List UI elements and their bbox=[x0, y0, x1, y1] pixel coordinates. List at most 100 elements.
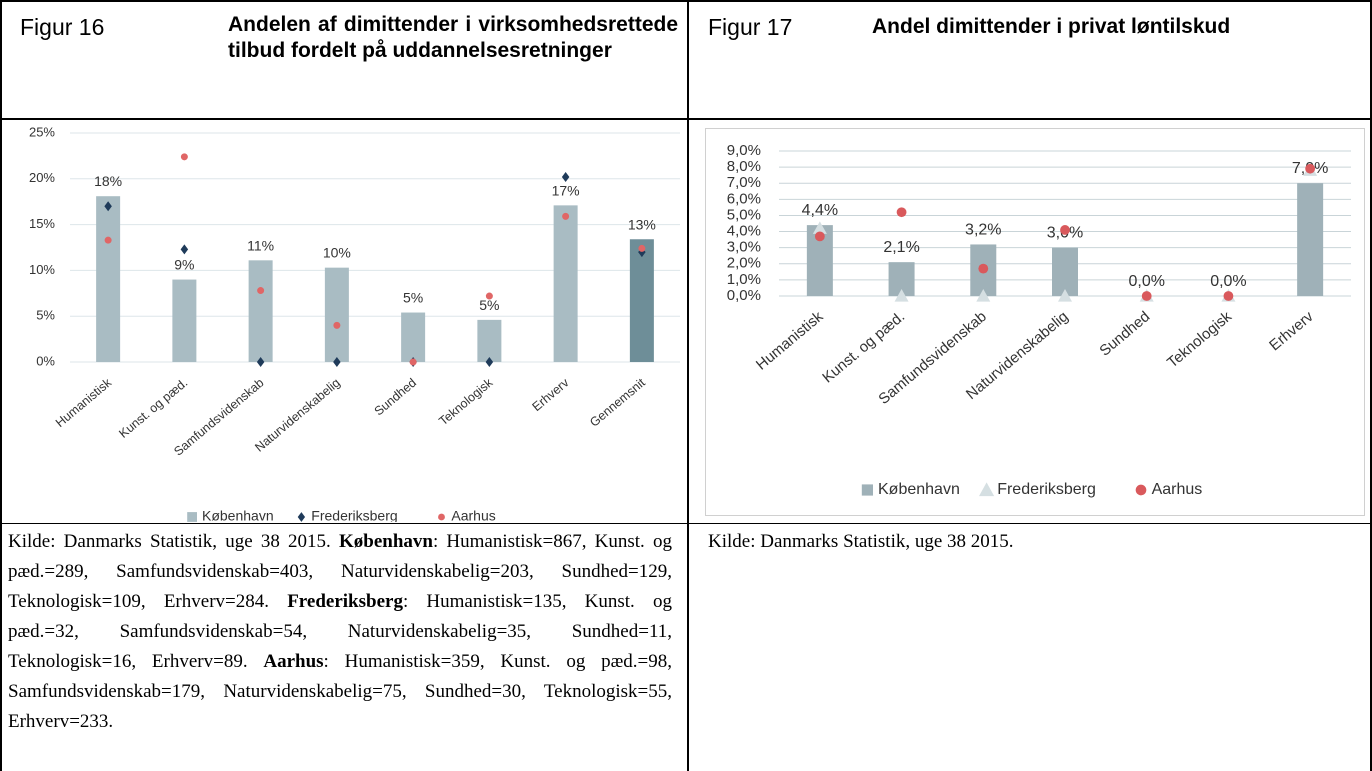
x-tick-label: Teknologisk bbox=[1164, 308, 1235, 372]
data-label: 2,1% bbox=[883, 239, 919, 256]
figure-label: Figur 16 bbox=[20, 14, 105, 40]
point bbox=[180, 153, 188, 161]
bar bbox=[553, 205, 578, 362]
point bbox=[812, 221, 827, 234]
point bbox=[485, 357, 494, 367]
y-tick-label: 1,0% bbox=[727, 271, 761, 288]
legend-label: Frederiksberg bbox=[997, 481, 1096, 498]
y-tick-label: 9,0% bbox=[727, 142, 761, 159]
legend-swatch bbox=[979, 482, 995, 497]
point bbox=[1060, 225, 1070, 235]
bar bbox=[1052, 247, 1078, 296]
border bbox=[0, 0, 2, 771]
border bbox=[0, 118, 1372, 120]
point bbox=[256, 357, 265, 367]
point bbox=[180, 244, 189, 255]
point bbox=[978, 263, 989, 274]
bar bbox=[401, 312, 426, 362]
point bbox=[1058, 289, 1072, 302]
y-tick-label: 20% bbox=[29, 170, 55, 185]
legend-label: København bbox=[878, 481, 960, 498]
point bbox=[104, 236, 112, 244]
point bbox=[104, 201, 112, 212]
border bbox=[687, 0, 689, 771]
point bbox=[976, 289, 991, 302]
bar bbox=[248, 260, 273, 362]
x-tick-label: Humanistisk bbox=[53, 375, 115, 430]
x-tick-label: Kunst. og pæd. bbox=[116, 376, 190, 441]
figure-label: Figur 17 bbox=[708, 14, 793, 40]
y-tick-label: 4,0% bbox=[727, 223, 761, 240]
legend-swatch bbox=[187, 512, 197, 522]
source-text: : Humanistisk=867, Kunst. og pæd.=289, S… bbox=[8, 531, 672, 612]
data-label: 13% bbox=[628, 216, 656, 232]
data-label: 0,0% bbox=[1128, 273, 1164, 290]
border bbox=[0, 0, 1372, 2]
point bbox=[561, 171, 570, 182]
chart: 0,0% 1,0%2,0%3,0%4,0%5,0%6,0%7,0%8,0%9,0%… bbox=[727, 142, 1351, 498]
bar bbox=[629, 239, 654, 362]
y-tick-label: 3,0% bbox=[727, 239, 761, 256]
x-tick-label: Erhverv bbox=[530, 375, 573, 414]
point bbox=[814, 231, 825, 242]
chart-frame bbox=[705, 128, 1365, 516]
point bbox=[485, 292, 493, 300]
y-tick-label: 0% bbox=[36, 353, 55, 368]
bar bbox=[477, 319, 502, 362]
data-label: 10% bbox=[323, 245, 351, 261]
y-tick-label: 2,0% bbox=[727, 255, 761, 272]
y-tick-label: 7,0% bbox=[727, 174, 761, 191]
legend-swatch bbox=[1135, 484, 1147, 496]
data-label: 17% bbox=[552, 182, 580, 198]
x-tick-label: Erhverv bbox=[1266, 308, 1317, 355]
bar bbox=[172, 279, 197, 362]
source-note: Kilde: Danmarks Statistik, uge 38 2015. bbox=[708, 527, 1358, 557]
x-tick-label: Sundhed bbox=[372, 376, 419, 419]
y-tick-label: 8,0% bbox=[727, 158, 761, 175]
y-tick-label: 15% bbox=[29, 216, 55, 231]
y-tick-label: 5,0% bbox=[727, 206, 761, 223]
point bbox=[896, 207, 907, 218]
figure-title: Andel dimittender i privat løntilskud bbox=[872, 15, 1231, 38]
point bbox=[1223, 291, 1234, 301]
y-tick-label: 10% bbox=[29, 262, 55, 277]
x-tick-label: Kunst. og pæd. bbox=[819, 308, 908, 386]
point bbox=[333, 321, 341, 329]
point bbox=[562, 212, 570, 220]
point bbox=[409, 358, 417, 366]
legend-label: Aarhus bbox=[451, 508, 495, 522]
bar bbox=[324, 267, 349, 362]
bar bbox=[1297, 183, 1324, 296]
source-text: Aarhus bbox=[263, 651, 324, 672]
legend-swatch bbox=[297, 512, 306, 522]
source-text: København bbox=[338, 531, 433, 552]
legend-label: Aarhus bbox=[1152, 481, 1203, 498]
chart: 0% 5% 10% 15% 20% 25% Humanistisk Kunst. og pæd… bbox=[29, 124, 680, 522]
x-tick-label: Sundhed bbox=[1096, 308, 1153, 360]
point bbox=[894, 289, 909, 302]
point bbox=[1305, 163, 1316, 174]
data-label: 3,2% bbox=[965, 221, 1001, 238]
source-text: Kilde: Danmarks Statistik, uge 38 2015. bbox=[708, 531, 1014, 552]
data-label: 4,4% bbox=[802, 202, 838, 219]
border bbox=[0, 523, 1372, 524]
source-text: Kilde: Danmarks Statistik, uge 38 2015. bbox=[8, 531, 339, 552]
point bbox=[333, 357, 341, 367]
data-label: 18% bbox=[94, 173, 122, 189]
source-text: : Humanistisk=135, Kunst. og pæd.=32, Sa… bbox=[8, 591, 672, 672]
source-note: Kilde: Danmarks Statistik, uge 38 2015. … bbox=[8, 527, 672, 737]
legend-label: København bbox=[202, 508, 274, 522]
bar bbox=[96, 196, 121, 362]
y-tick-label: 6,0% bbox=[727, 190, 761, 207]
source-text: : Humanistisk=359, Kunst. og pæd.=98, Sa… bbox=[8, 651, 672, 732]
point bbox=[257, 287, 265, 295]
point bbox=[1141, 291, 1152, 301]
y-tick-label: 25% bbox=[29, 124, 55, 139]
point bbox=[638, 244, 646, 252]
x-tick-label: Gennemsnit bbox=[587, 375, 648, 429]
legend-swatch bbox=[861, 484, 873, 496]
x-tick-label: Teknologisk bbox=[436, 375, 496, 428]
data-label: 9% bbox=[174, 257, 194, 273]
source-text: Frederiksberg bbox=[287, 591, 403, 612]
